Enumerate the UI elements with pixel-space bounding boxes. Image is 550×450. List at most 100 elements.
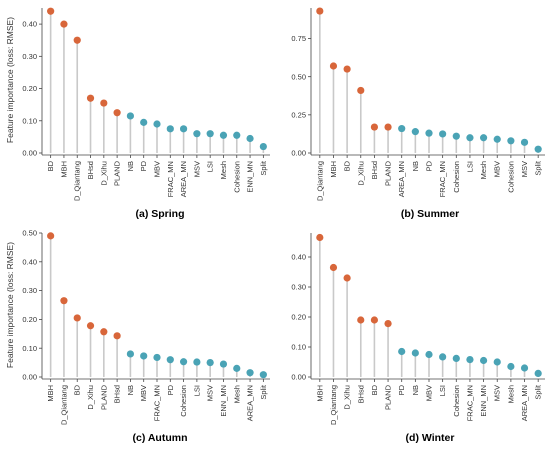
lollipop-point xyxy=(411,128,419,136)
lollipop-point xyxy=(233,364,241,372)
y-tick-label: 0.40 xyxy=(22,20,37,29)
y-tick-label: 0.40 xyxy=(22,257,37,266)
x-tick-label: BD xyxy=(46,160,55,171)
lollipop-point xyxy=(466,134,474,142)
x-tick-label: ENN_MN xyxy=(479,385,488,417)
lollipop-point xyxy=(73,36,81,44)
lollipop-point xyxy=(233,131,241,139)
lollipop-point xyxy=(60,20,68,28)
y-tick-label: 0.30 xyxy=(291,283,306,292)
x-tick-label: MSV xyxy=(520,161,529,177)
lollipop-point xyxy=(479,356,488,365)
lollipop-point xyxy=(206,130,214,138)
x-tick-label: MBH xyxy=(46,385,55,402)
x-tick-label: FRAC_MN xyxy=(465,385,474,421)
x-tick-label: Cohesion xyxy=(232,161,241,193)
lollipop-point xyxy=(47,232,55,240)
lollipop-point xyxy=(384,123,392,131)
lollipop-point xyxy=(439,130,447,138)
x-tick-label: BHsd xyxy=(370,161,379,179)
x-tick-label: D_Xihu xyxy=(99,161,108,186)
x-tick-label: MBV xyxy=(425,385,434,401)
x-tick-label: BHsd xyxy=(113,385,122,403)
x-tick-label: Mesh xyxy=(479,161,488,179)
lollipop-point xyxy=(100,328,108,336)
x-tick-label: BHsd xyxy=(356,385,365,403)
x-tick-label: Mesh xyxy=(219,161,228,179)
x-tick-label: FRAC_MN xyxy=(153,385,162,421)
y-tick-label: 0.00 xyxy=(291,373,306,382)
lollipop-point xyxy=(316,7,324,15)
x-tick-label: Mesh xyxy=(506,385,515,403)
y-tick-label: 0.00 xyxy=(22,149,37,158)
chart-panel-4: 0.00 0.10 0.20 0.30 0.40 MBH D_Qiantang D_Xihu B… xyxy=(291,233,545,444)
x-tick-label: ENN_MN xyxy=(219,385,228,417)
lollipop-point xyxy=(507,362,515,371)
y-axis-label: Feature importance (loss: RMSE) xyxy=(5,17,15,143)
x-tick-label: AREA_MN xyxy=(397,161,406,197)
x-tick-label: BHsd xyxy=(86,161,95,179)
y-tick-label: 0.40 xyxy=(291,253,306,262)
lollipop-point xyxy=(179,125,188,133)
x-tick-label: D_Qiantang xyxy=(315,161,324,201)
lollipop-point xyxy=(166,356,174,364)
lollipop-point xyxy=(398,124,406,133)
lollipop-point xyxy=(47,7,55,15)
lollipop-point xyxy=(60,297,68,305)
x-tick-label: MBV xyxy=(139,385,148,401)
x-tick-label: Cohesion xyxy=(506,161,515,193)
lollipop-point xyxy=(259,371,267,379)
lollipop-point xyxy=(534,145,542,153)
lollipop-point xyxy=(100,99,108,107)
x-tick-label: AREA_MN xyxy=(246,385,255,421)
x-tick-label: PD xyxy=(166,384,175,395)
x-tick-label: PD xyxy=(139,160,148,171)
x-tick-label: Mesh xyxy=(232,385,241,403)
lollipop-point xyxy=(86,94,95,102)
x-tick-label: LSI xyxy=(438,385,447,396)
lollipop-point xyxy=(425,129,433,137)
lollipop-point xyxy=(411,349,419,357)
lollipop-point xyxy=(343,65,351,73)
lollipop-point xyxy=(520,138,529,146)
lollipop-point xyxy=(219,131,228,139)
y-tick-label: 0.20 xyxy=(22,84,37,93)
lollipop-point xyxy=(316,233,324,242)
y-axis-label: Feature importance (loss: RMSE) xyxy=(5,242,15,368)
lollipop-point xyxy=(153,353,161,362)
x-tick-label: Cohesion xyxy=(179,385,188,417)
lollipop-point xyxy=(246,369,254,377)
y-tick-label: 0.20 xyxy=(291,313,306,322)
x-tick-label: FRAC_MN xyxy=(166,161,175,197)
x-tick-label: MBV xyxy=(493,161,502,177)
x-tick-label: MSV xyxy=(206,385,215,401)
lollipop-point xyxy=(357,86,365,95)
lollipop-point xyxy=(140,118,148,126)
lollipop-point xyxy=(370,316,379,324)
panel-caption: (d) Winter xyxy=(406,432,455,444)
x-tick-label: Split xyxy=(534,384,543,400)
x-tick-label: D_Xihu xyxy=(86,385,95,410)
x-tick-label: BD xyxy=(73,384,82,395)
lollipop-point xyxy=(166,125,174,133)
x-tick-label: MBV xyxy=(153,161,162,177)
lollipop-point xyxy=(357,316,365,324)
lollipop-point xyxy=(398,347,406,356)
x-tick-label: D_Xihu xyxy=(343,385,352,410)
lollipop-point xyxy=(113,109,121,117)
x-tick-label: FRAC_MN xyxy=(438,161,447,197)
lollipop-point xyxy=(73,314,81,322)
x-tick-label: NB xyxy=(411,385,420,395)
x-tick-label: MSV xyxy=(192,161,201,177)
x-tick-label: MBH xyxy=(315,385,324,402)
x-tick-label: PLAND xyxy=(99,384,108,410)
panel-caption: (b) Summer xyxy=(401,208,459,220)
lollipop-point xyxy=(520,364,529,372)
lollipop-point xyxy=(259,142,267,151)
x-tick-label: MSV xyxy=(493,385,502,401)
x-tick-label: D_Qiantang xyxy=(73,161,82,201)
x-tick-label: Split xyxy=(534,160,543,176)
x-tick-label: LSI xyxy=(465,161,474,172)
lollipop-point xyxy=(466,356,474,364)
